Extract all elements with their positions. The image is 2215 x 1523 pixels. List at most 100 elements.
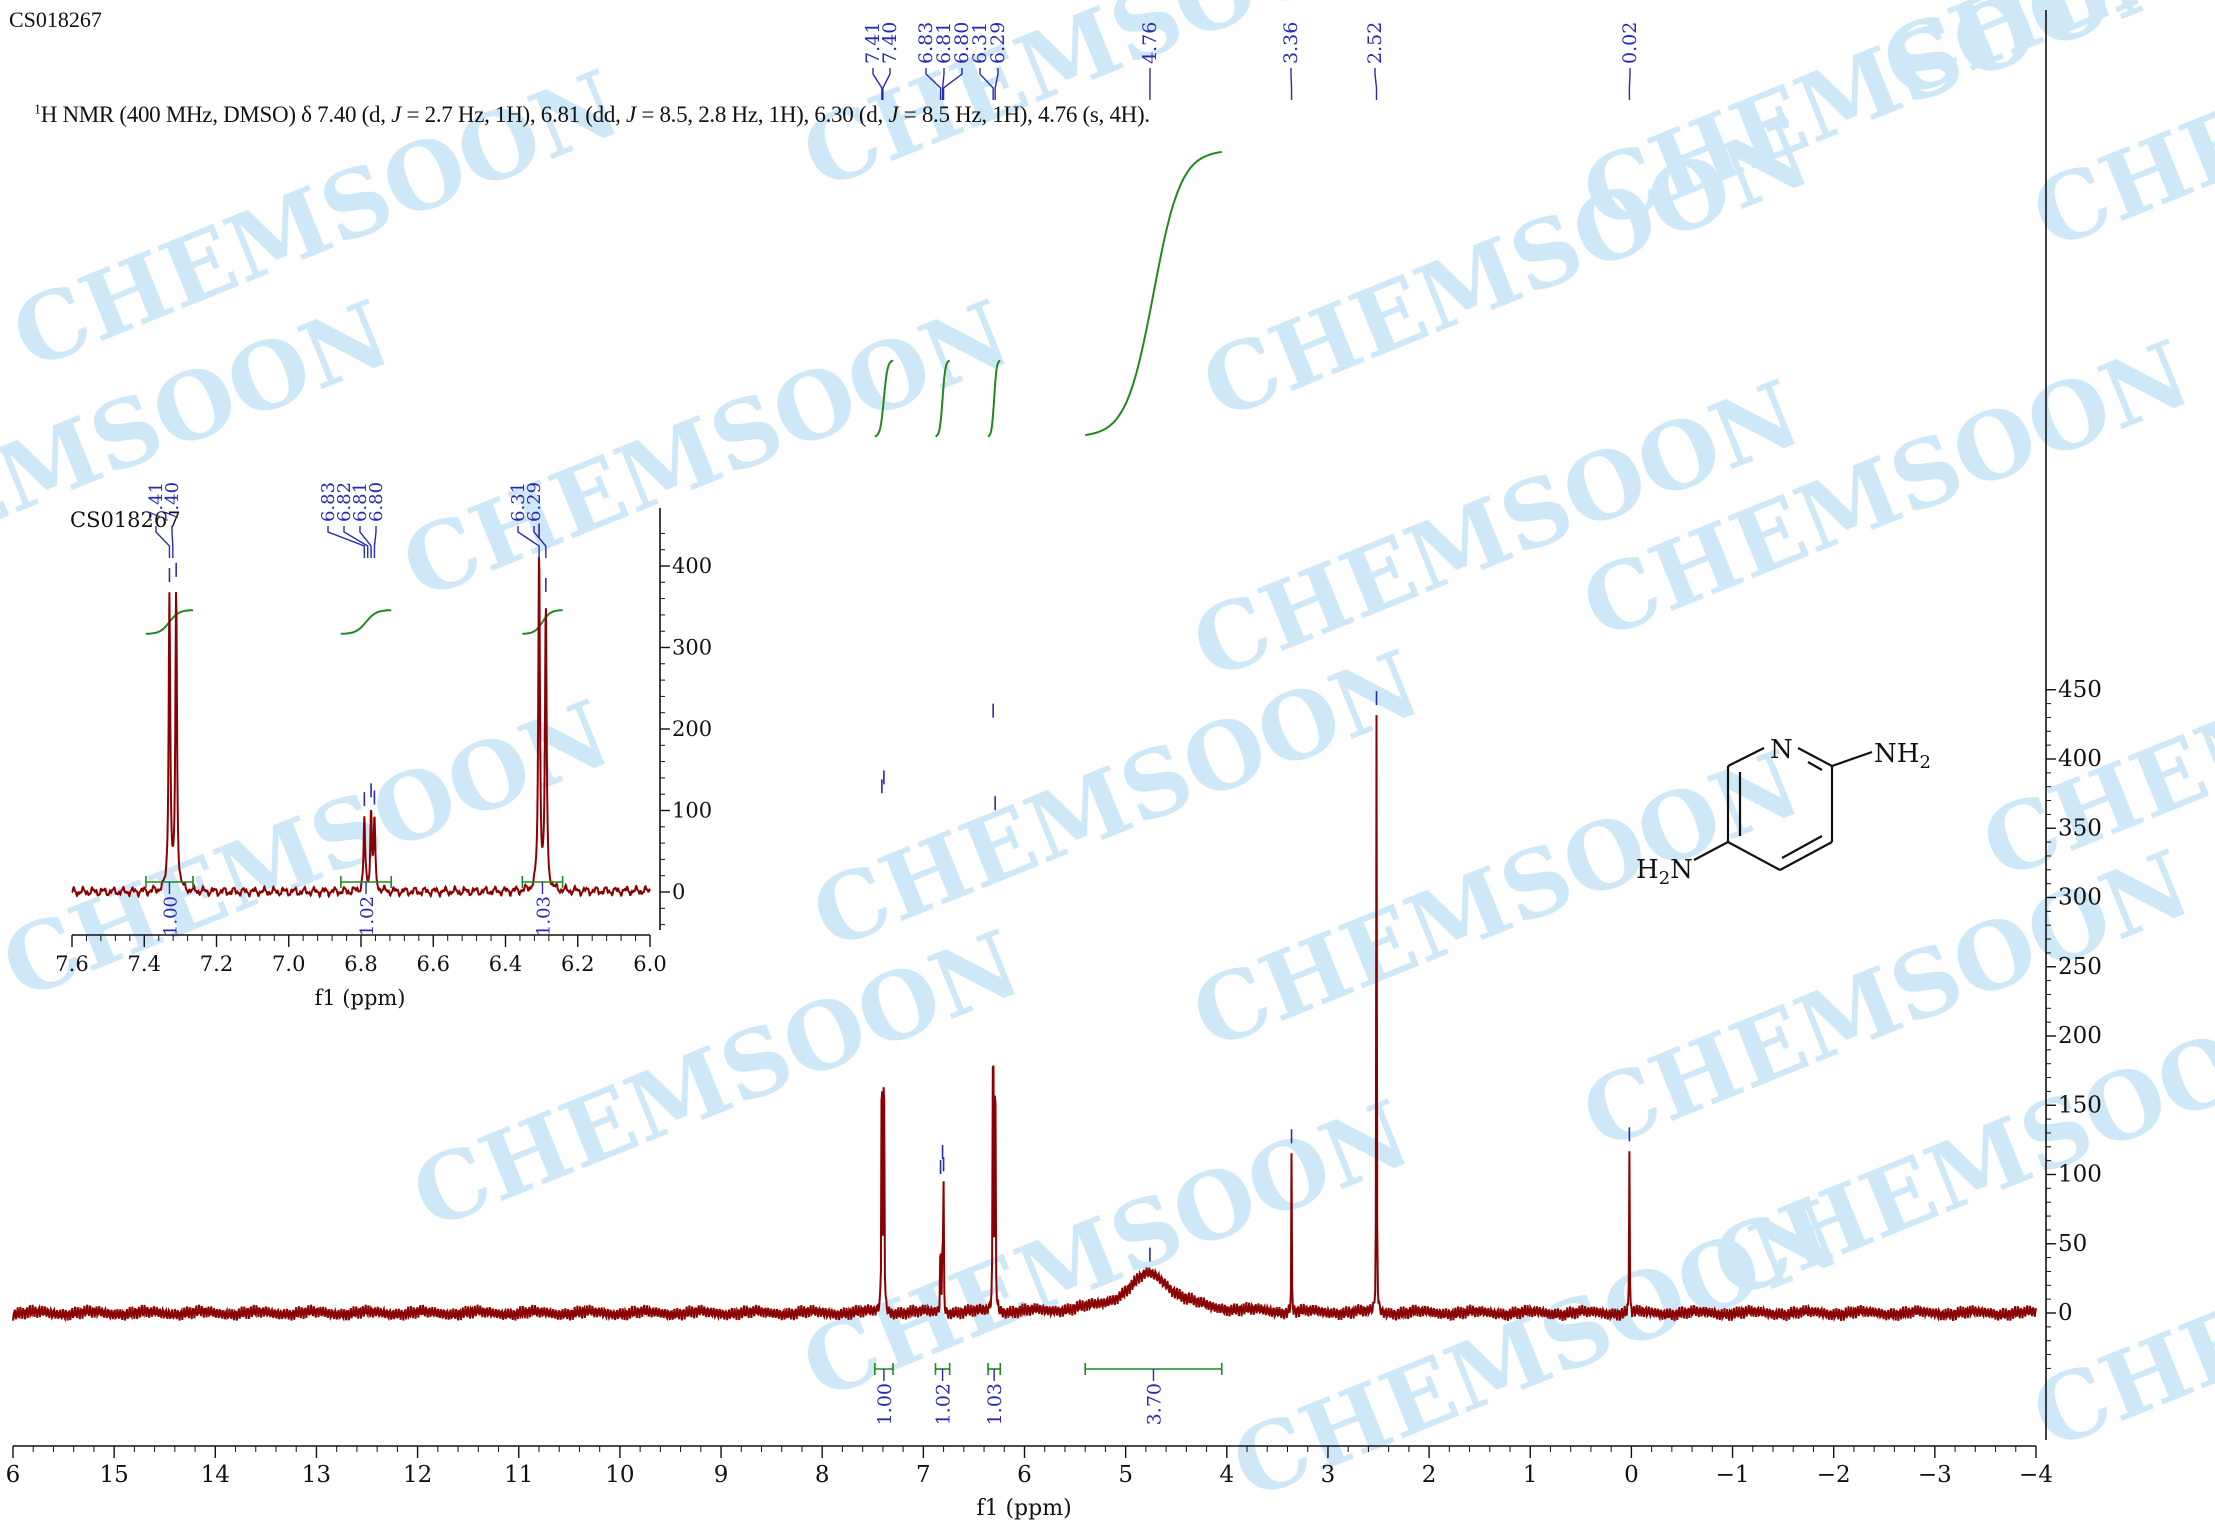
y-tick-label: 300 — [2058, 885, 2102, 911]
y-tick-label: 350 — [2058, 815, 2102, 841]
ring-nitrogen: N — [1770, 735, 1793, 765]
inset-x-axis-label: f1 (ppm) — [315, 986, 406, 1010]
peak-label: 6.80 — [366, 482, 387, 522]
x-tick-label: 6 — [6, 1462, 21, 1488]
amine-right: NH2 — [1874, 739, 1931, 773]
x-tick-label: 7 — [916, 1462, 931, 1488]
peak-label: 6.83 — [318, 482, 339, 522]
y-tick-label: 50 — [2058, 1231, 2087, 1257]
integral-value: 1.00 — [160, 896, 181, 936]
pyridine-ring — [1693, 747, 1873, 871]
integral-curve — [987, 359, 1001, 438]
integral-value: 3.70 — [1143, 1383, 1165, 1425]
integral-value: 1.03 — [984, 1383, 1006, 1425]
x-tick-label: 12 — [403, 1462, 432, 1488]
peak-markers — [881, 691, 1631, 1262]
x-tick-label: 6.2 — [561, 952, 594, 976]
x-tick-label: −4 — [2019, 1462, 2053, 1488]
integral-curve — [934, 359, 951, 438]
x-tick-label: 2 — [1422, 1462, 1437, 1488]
x-tick-label: −2 — [1817, 1462, 1851, 1488]
integral-brackets: 1.00 1.02 1.03 3.70 — [874, 1363, 1223, 1425]
integral-curve — [522, 609, 563, 635]
peak-label: 6.82 — [334, 482, 355, 522]
x-tick-label: 1 — [1523, 1462, 1538, 1488]
y-tick-label: 100 — [672, 799, 712, 823]
x-tick-label: 7.2 — [200, 952, 233, 976]
x-tick-label: 0 — [1624, 1462, 1639, 1488]
x-tick-label: 6.6 — [417, 952, 450, 976]
y-tick-label: 250 — [2058, 954, 2102, 980]
nmr-description: 1H NMR (400 MHz, DMSO) δ 7.40 (d, J = 2.… — [34, 102, 1150, 128]
integral-value: 1.02 — [933, 1383, 955, 1425]
x-tick-label: 11 — [504, 1462, 533, 1488]
x-tick-label: 7.4 — [128, 952, 161, 976]
x-tick-label: 10 — [605, 1462, 634, 1488]
y-axis: 0 50 100 150 200 250 300 350 400 450 — [2045, 10, 2102, 1440]
integral-curve — [340, 609, 392, 635]
x-tick-label: 15 — [100, 1462, 129, 1488]
peak-label: 7.41 — [146, 482, 167, 522]
x-tick-label: 7.0 — [272, 952, 305, 976]
inset-peak-markers — [168, 523, 547, 807]
peak-label: 7.41 — [862, 22, 884, 64]
x-tick-label: 6 — [1017, 1462, 1032, 1488]
x-tick-label: 6.0 — [633, 952, 666, 976]
y-tick-label: 0 — [672, 880, 685, 904]
peak-label: 6.29 — [524, 482, 545, 522]
y-tick-label: 300 — [672, 636, 712, 660]
x-tick-label: 6.8 — [344, 952, 377, 976]
peak-label: 0.02 — [1619, 22, 1641, 64]
peak-label: 6.29 — [987, 22, 1009, 64]
peak-labels: 7.417.40 6.836.816.806.316.29 4.76 3.36 2.52… — [862, 22, 1641, 100]
y-tick-label: 0 — [2058, 1300, 2073, 1326]
integral-curve — [874, 359, 894, 438]
x-axis-label: f1 (ppm) — [976, 1496, 1071, 1521]
x-tick-label: −3 — [1918, 1462, 1952, 1488]
inset-integral-brackets: 1.00 1.02 1.03 — [145, 876, 564, 936]
integral-value: 1.03 — [533, 896, 554, 936]
peak-label: 2.52 — [1364, 22, 1386, 64]
description-text: H NMR (400 MHz, DMSO) δ 7.40 (d, J = 2.7… — [40, 102, 1150, 127]
peak-label: 3.36 — [1280, 22, 1302, 64]
x-tick-label: 3 — [1321, 1462, 1336, 1488]
integral-value: 1.00 — [874, 1383, 896, 1425]
peak-label: 7.40 — [162, 482, 183, 522]
inset-y-axis: 0 100 200 300 400 — [659, 508, 712, 930]
y-tick-label: 400 — [672, 554, 712, 578]
inset-spectrum-trace — [71, 557, 651, 899]
peak-label: 6.83 — [915, 22, 937, 64]
x-tick-label: −1 — [1716, 1462, 1750, 1488]
x-tick-label: 14 — [201, 1462, 230, 1488]
y-tick-label: 450 — [2058, 677, 2102, 703]
x-tick-label: 5 — [1118, 1462, 1133, 1488]
inset-x-axis: 7.6 7.4 7.2 7.0 6.8 6.6 6.4 6.2 6.0 — [55, 934, 667, 976]
spectrum-trace — [12, 715, 2037, 1323]
peak-label: 7.40 — [879, 22, 901, 64]
y-tick-label: 200 — [672, 717, 712, 741]
y-tick-label: 200 — [2058, 1023, 2102, 1049]
peak-label: 6.31 — [969, 22, 991, 64]
amine-left: H2N — [1636, 855, 1693, 889]
peak-label: 6.31 — [508, 482, 529, 522]
nucleus-superscript: 1 — [34, 102, 41, 118]
inset-title: CS018267 — [70, 508, 181, 532]
x-tick-label: 6.4 — [489, 952, 522, 976]
x-tick-label: 7.6 — [55, 952, 88, 976]
inset-peak-labels: 7.417.40 6.836.826.816.80 6.316.29 — [146, 482, 547, 558]
x-tick-label: 8 — [815, 1462, 830, 1488]
integral-curves — [874, 150, 1222, 438]
y-tick-label: 400 — [2058, 746, 2102, 772]
sample-id: CS018267 — [9, 7, 102, 32]
y-tick-label: 100 — [2058, 1162, 2102, 1188]
integral-value: 1.02 — [357, 896, 378, 936]
x-tick-label: 13 — [302, 1462, 331, 1488]
peak-label: 6.80 — [951, 22, 973, 64]
x-tick-label: 9 — [714, 1462, 729, 1488]
peak-label: 6.81 — [933, 22, 955, 64]
